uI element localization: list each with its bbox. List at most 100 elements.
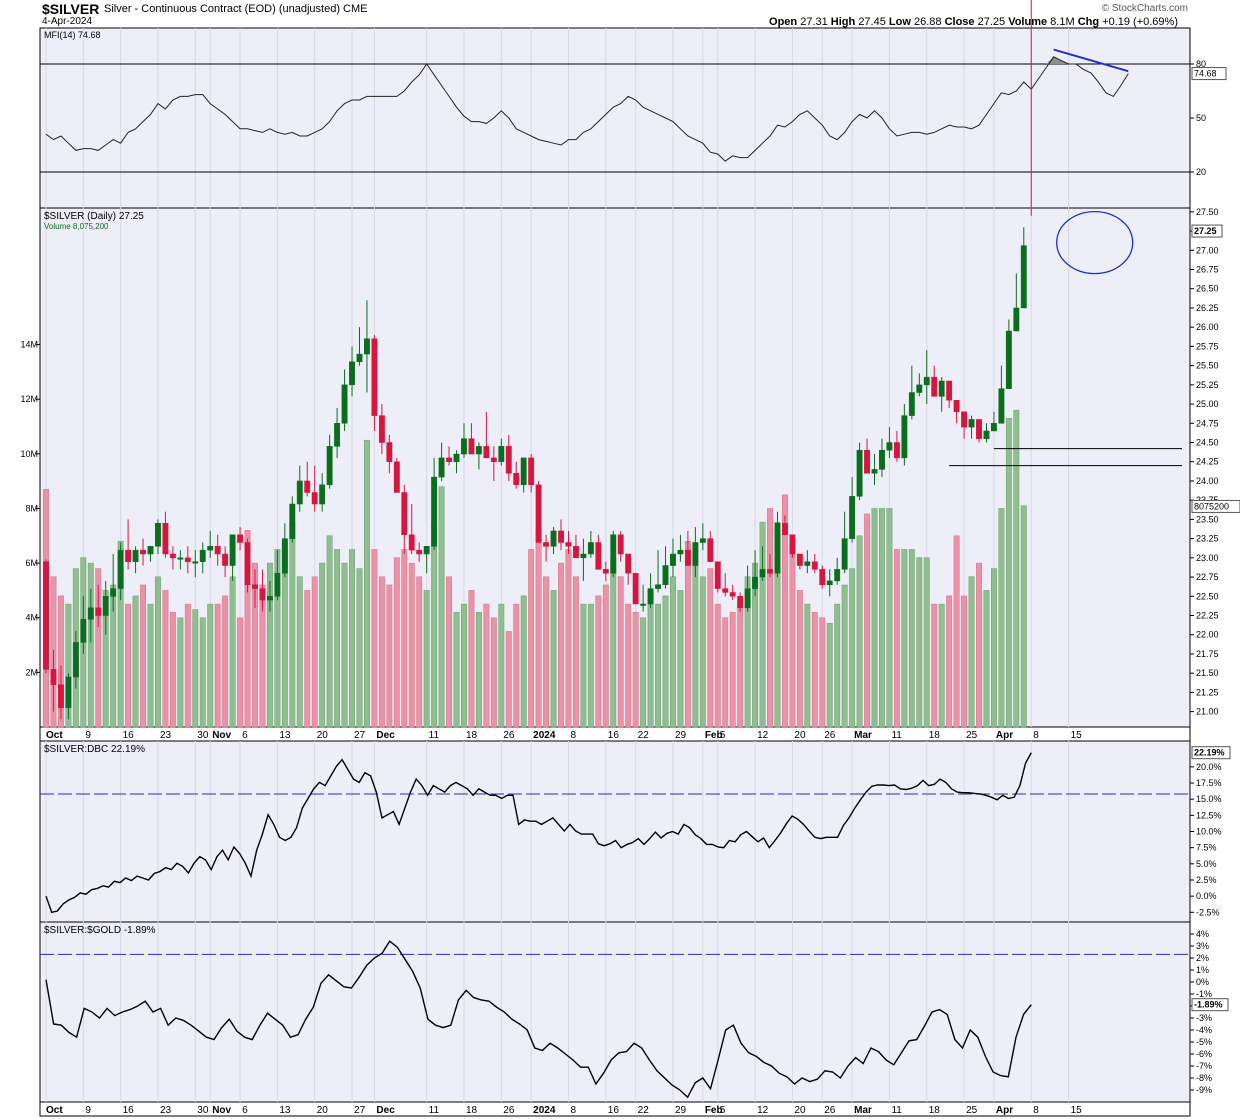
- price-tick-label: 26.25: [1196, 303, 1219, 313]
- highlight-circle: [1056, 210, 1134, 275]
- volume-bar: [184, 603, 191, 728]
- x-axis-label: Dec: [376, 1105, 395, 1116]
- volume-bar: [222, 595, 229, 728]
- candle-body: [102, 596, 109, 616]
- candle-body: [110, 588, 117, 597]
- volume-bar: [684, 541, 691, 728]
- volume-bar: [767, 508, 773, 728]
- price-tick-label: 22.00: [1196, 630, 1219, 640]
- candle-body: [50, 669, 57, 685]
- gold-tick-label: -7%: [1196, 1061, 1212, 1071]
- x-axis-label: 9: [85, 730, 91, 741]
- volume-bar: [401, 549, 408, 728]
- symbol-description: Silver - Continuous Contract (EOD) (unad…: [104, 3, 368, 15]
- dbc-tick-label: 17.5%: [1196, 778, 1222, 788]
- candle-body: [72, 642, 79, 678]
- x-axis-label: 13: [279, 1105, 291, 1116]
- volume-bar: [796, 590, 803, 728]
- volume-bar: [587, 603, 594, 728]
- price-tick-label: 25.00: [1196, 399, 1219, 409]
- x-axis-label: 6: [242, 1105, 248, 1116]
- x-axis-label: 8: [570, 1105, 576, 1116]
- candle-body: [968, 419, 975, 428]
- open-value: 27.31: [800, 16, 828, 28]
- price-tick-label: 26.00: [1196, 322, 1219, 332]
- price-tick-label: 27.50: [1196, 207, 1219, 217]
- volume-bar: [334, 549, 341, 728]
- x-axis-label: 13: [279, 730, 291, 741]
- x-axis-label: 2024: [533, 730, 556, 741]
- x-axis-label: 6: [242, 730, 248, 741]
- volume-bar: [595, 595, 602, 728]
- volume-bar: [602, 584, 609, 728]
- x-axis-label: 12: [757, 1105, 769, 1116]
- x-axis-label: 15: [1071, 1105, 1083, 1116]
- volume-bar: [364, 439, 370, 728]
- candle-body: [849, 496, 856, 539]
- x-axis-label: Dec: [376, 730, 395, 741]
- candle-body: [446, 457, 452, 462]
- candle-body: [431, 476, 438, 547]
- x-axis-label: 22: [638, 730, 650, 741]
- candle-body: [453, 453, 460, 462]
- candle-body: [692, 542, 699, 566]
- candle-body: [199, 549, 206, 562]
- volume-bar: [729, 612, 736, 728]
- volume-bar: [647, 590, 654, 728]
- candle-body: [520, 457, 527, 486]
- gold-line: [45, 940, 1032, 1099]
- volume-bar: [834, 603, 841, 728]
- candle-body: [804, 561, 811, 566]
- quote-summary: Open 27.31 High 27.45 Low 26.88 Close 27…: [769, 16, 1178, 28]
- candle-body: [893, 442, 900, 459]
- volume-bar: [826, 622, 833, 728]
- dbc-tick-label: 7.5%: [1196, 843, 1217, 853]
- x-axis-label: 29: [675, 730, 687, 741]
- volume-bar: [438, 486, 445, 728]
- volume-bar: [655, 603, 661, 728]
- volume-tick-label: 6M: [25, 558, 38, 568]
- dbc-tick-label: 15.0%: [1196, 794, 1222, 804]
- x-axis-label: 27: [354, 1105, 366, 1116]
- candle-body: [543, 542, 550, 547]
- candle-body: [371, 338, 378, 416]
- candle-body: [1013, 307, 1020, 332]
- volume-bar: [431, 521, 438, 728]
- candle-body: [356, 353, 363, 363]
- candle-body: [879, 449, 885, 470]
- candle-body: [990, 423, 997, 432]
- candle-body: [632, 572, 639, 605]
- x-axis-label: 11: [891, 730, 902, 741]
- candle-body: [229, 534, 236, 566]
- volume-bar: [886, 508, 893, 728]
- x-axis-label: 26: [824, 1105, 836, 1116]
- candle-body: [938, 380, 945, 397]
- volume-bar: [722, 617, 729, 728]
- mfi-label: MFI(14) 74.68: [44, 30, 101, 40]
- candle-body: [722, 588, 729, 593]
- x-axis-label: 16: [123, 1105, 135, 1116]
- candle-body: [65, 676, 72, 709]
- x-axis-label: 15: [1071, 730, 1083, 741]
- volume-bar: [573, 576, 579, 728]
- candle-body: [475, 446, 482, 455]
- volume-bar: [565, 549, 572, 728]
- volume-bar: [505, 631, 512, 728]
- candle-body: [490, 457, 497, 462]
- price-tick-label: 24.00: [1196, 476, 1219, 486]
- candle-body: [334, 423, 341, 447]
- volume-bar: [378, 576, 385, 728]
- volume-bar: [237, 617, 244, 728]
- candle-body: [281, 538, 288, 574]
- price-tick-label: 25.75: [1196, 341, 1219, 351]
- volume-bar: [199, 617, 206, 728]
- candle-body: [782, 522, 788, 536]
- x-axis-label: 5: [720, 1105, 726, 1116]
- panel-mfi: [39, 27, 1191, 209]
- volume-bar: [789, 541, 796, 728]
- candle-body: [386, 442, 393, 462]
- candle-body: [729, 592, 736, 597]
- candle-body: [946, 380, 953, 401]
- volume-bar: [908, 549, 915, 728]
